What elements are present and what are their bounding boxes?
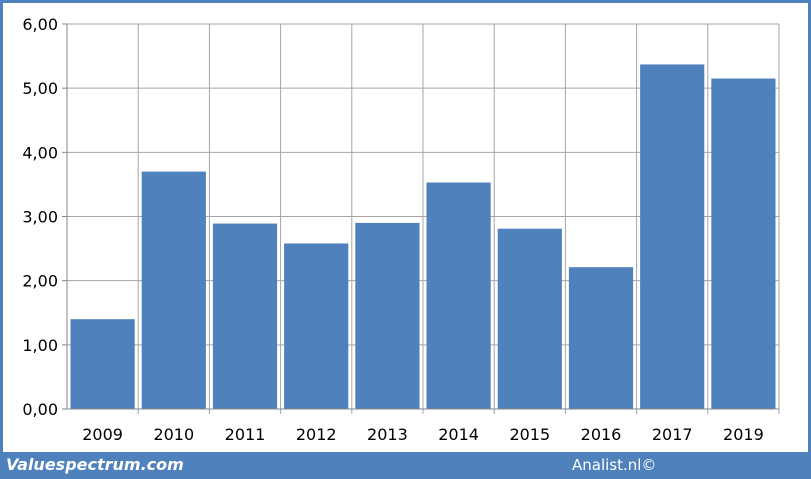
bar-2019: [711, 78, 776, 410]
x-tick-label: 2011: [225, 425, 266, 444]
bar-2009: [70, 319, 135, 409]
bars: [70, 64, 776, 410]
bar-2010: [141, 171, 206, 409]
y-tick-label: 2,00: [22, 272, 58, 291]
bar-2013: [355, 222, 420, 409]
y-tick-label: 6,00: [22, 15, 58, 34]
bar-2016: [568, 267, 634, 409]
x-tick-label: 2017: [652, 425, 693, 444]
x-tick-label: 2009: [82, 425, 123, 444]
bar-2014: [426, 182, 491, 409]
y-tick-label: 5,00: [22, 79, 58, 98]
y-tick-label: 4,00: [22, 143, 58, 162]
footer-brand-analist: Analist.nl©: [572, 456, 657, 474]
x-tick-label: 2012: [296, 425, 337, 444]
x-tick-label: 2014: [438, 425, 479, 444]
bar-2011: [212, 223, 278, 409]
footer-bar: [0, 452, 811, 479]
bar-2015: [497, 228, 562, 409]
x-tick-label: 2010: [153, 425, 194, 444]
axes: [62, 23, 779, 410]
x-tick-label: 2019: [723, 425, 764, 444]
y-tick-label: 3,00: [22, 208, 58, 227]
x-tick-label: 2016: [581, 425, 622, 444]
bar-2017: [640, 64, 705, 410]
x-tick-label: 2013: [367, 425, 408, 444]
footer-brand-valuespectrum: Valuespectrum.com: [6, 455, 184, 474]
y-tick-label: 1,00: [22, 336, 58, 355]
y-tick-labels: 0,00 1,00 2,00 3,00 4,00 5,00 6,00: [22, 15, 58, 419]
bar-2012: [284, 243, 349, 409]
x-tick-label: 2015: [509, 425, 550, 444]
y-tick-label: 0,00: [22, 400, 58, 419]
x-tick-labels: 2009 2010 2011 2012 2013 2014 2015 2016 2017 2019: [82, 425, 764, 444]
